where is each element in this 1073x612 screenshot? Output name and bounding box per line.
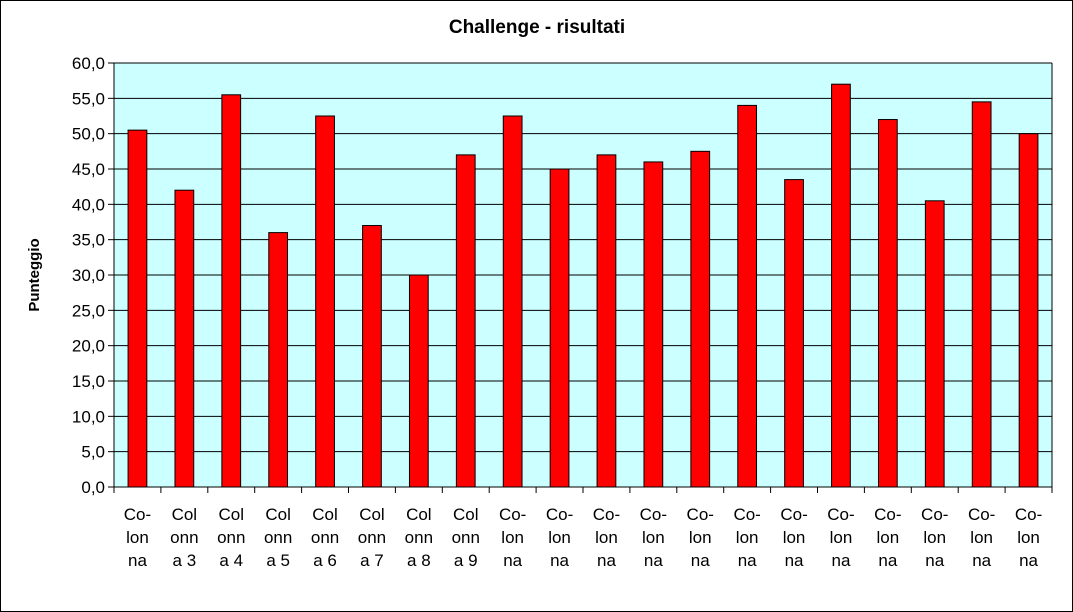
- bar: [1018, 133, 1039, 488]
- x-tick-label: Col onn a 9: [452, 505, 480, 570]
- y-tick-labels: 0,0 5,0 10,0 15,0 20,0 25,0 30,0 35,0 40,0 45,0 50…: [72, 54, 105, 497]
- bar: [737, 104, 758, 488]
- x-tick-label: Co-lon na: [921, 505, 948, 570]
- bars: [127, 83, 1039, 488]
- bar: [596, 154, 617, 488]
- x-tick-label: Co-lon na: [687, 505, 714, 570]
- y-tick-label: 25,0: [72, 301, 105, 320]
- x-tick-label: Co-lon na: [968, 505, 995, 570]
- bar: [362, 225, 382, 488]
- x-tick-label: Co-lon na: [1015, 505, 1042, 570]
- y-tick-label: 20,0: [72, 337, 105, 356]
- bar: [549, 168, 570, 488]
- y-axis-label: Punteggio: [26, 238, 43, 311]
- y-tick-label: 40,0: [72, 195, 105, 214]
- bar: [924, 200, 945, 488]
- x-tick-label: Co-lon na: [827, 505, 854, 570]
- y-tick-label: 15,0: [72, 372, 105, 391]
- x-tick-label: Co-lon na: [546, 505, 573, 570]
- y-tick-label: 45,0: [72, 160, 105, 179]
- x-tick-label: Col onn a 7: [358, 505, 386, 570]
- x-tick-label: Col onn a 5: [264, 505, 292, 570]
- bar: [877, 119, 898, 488]
- x-tick-label: Co-lon na: [124, 505, 151, 570]
- bar: [643, 161, 664, 488]
- bar: [690, 150, 711, 488]
- y-tick-label: 55,0: [72, 89, 105, 108]
- bar: [831, 83, 851, 488]
- bar: [455, 154, 476, 488]
- bar: [221, 94, 242, 488]
- x-tick-label: Col onn a 8: [405, 505, 433, 570]
- x-tick-labels: Co-lon na Col onn a 3 Col onn a 4 Col onn a 5 Col on…: [124, 505, 1043, 570]
- x-tick-label: Co-lon na: [593, 505, 620, 570]
- chart-title: Challenge - risultati: [449, 17, 625, 38]
- x-tick-label: Co-lon na: [499, 505, 526, 570]
- bar: [971, 101, 992, 488]
- bar: [268, 232, 289, 488]
- x-tick-label: Col onn a 4: [217, 505, 245, 570]
- bar: [784, 179, 804, 488]
- axes: [108, 62, 1053, 493]
- y-tick-label: 35,0: [72, 231, 105, 250]
- x-tick-label: Co-lon na: [780, 505, 807, 570]
- y-tick-label: 0,0: [81, 478, 105, 497]
- y-tick-label: 50,0: [72, 125, 105, 144]
- x-tick-label: Co-lon na: [640, 505, 667, 570]
- bar: [315, 115, 335, 488]
- x-tick-label: Col onn a 6: [311, 505, 339, 570]
- y-tick-label: 60,0: [72, 54, 105, 73]
- y-tick-label: 30,0: [72, 266, 105, 285]
- y-tick-label: 5,0: [81, 443, 105, 462]
- bar: [174, 189, 195, 488]
- x-tick-label: Col onn a 3: [170, 505, 198, 570]
- bar: [502, 115, 523, 488]
- x-tick-label: Co-lon na: [733, 505, 760, 570]
- bar: [408, 274, 429, 488]
- x-tick-label: Co-lon na: [874, 505, 901, 570]
- bar: [127, 129, 148, 488]
- y-tick-label: 10,0: [72, 407, 105, 426]
